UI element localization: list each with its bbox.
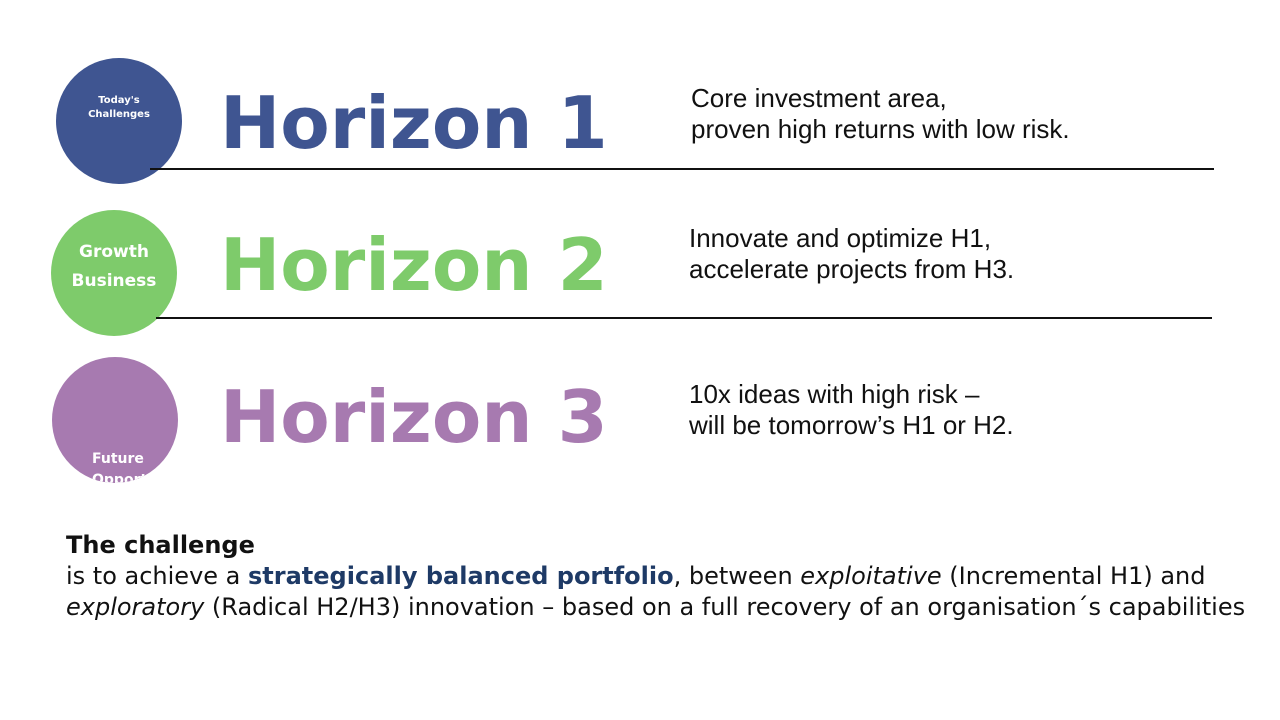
circle-label-line: Today's — [98, 95, 140, 106]
horizon-2-circle-label: Growth Business — [51, 238, 177, 296]
horizon-1-description: Core investment area, proven high return… — [691, 83, 1070, 145]
horizon-2-circle: Growth Business — [51, 210, 177, 336]
description-line: will be tomorrow’s H1 or H2. — [689, 410, 1014, 440]
circle-label-line: Growth — [79, 242, 149, 262]
description-line: 10x ideas with high risk – — [689, 379, 980, 409]
challenge-italic: exploitative — [800, 562, 942, 590]
challenge-section: The challenge is to achieve a strategica… — [66, 530, 1246, 623]
horizon-1-circle-label: Today's Challenges — [56, 94, 182, 122]
horizon-1-circle: Today's Challenges — [56, 58, 182, 184]
challenge-text: (Incremental H1) and — [941, 562, 1206, 590]
challenge-text: is to achieve a — [66, 562, 249, 590]
challenge-body: is to achieve a strategically balanced p… — [66, 561, 1246, 623]
horizon-2-title: Horizon 2 — [220, 223, 608, 307]
circle-label-line: Future — [92, 451, 144, 467]
divider-line — [156, 317, 1212, 319]
challenge-text: , between — [673, 562, 801, 590]
circle-label-line: Business — [71, 271, 157, 291]
horizon-3-title: Horizon 3 — [220, 375, 608, 459]
horizon-1-title: Horizon 1 — [220, 81, 608, 165]
horizon-3-description: 10x ideas with high risk – will be tomor… — [689, 379, 1014, 441]
circle-label-line: Opportunities — [92, 472, 178, 483]
horizon-3-circle-label: Future Opportunities — [92, 449, 178, 483]
challenge-text: (Radical H2/H3) innovation – based on a … — [204, 593, 1246, 621]
description-line: Innovate and optimize H1, — [689, 223, 992, 253]
description-line: proven high returns with low risk. — [691, 114, 1070, 144]
description-line: accelerate projects from H3. — [689, 254, 1015, 284]
challenge-title: The challenge — [66, 531, 255, 559]
challenge-italic: exploratory — [66, 593, 205, 621]
divider-line — [150, 168, 1214, 170]
challenge-highlight: strategically balanced portfolio — [248, 562, 674, 590]
circle-label-line: Challenges — [88, 109, 150, 120]
horizon-3-circle: Future Opportunities — [52, 357, 178, 483]
horizon-2-description: Innovate and optimize H1, accelerate pro… — [689, 223, 1014, 285]
description-line: Core investment area, — [691, 83, 947, 113]
